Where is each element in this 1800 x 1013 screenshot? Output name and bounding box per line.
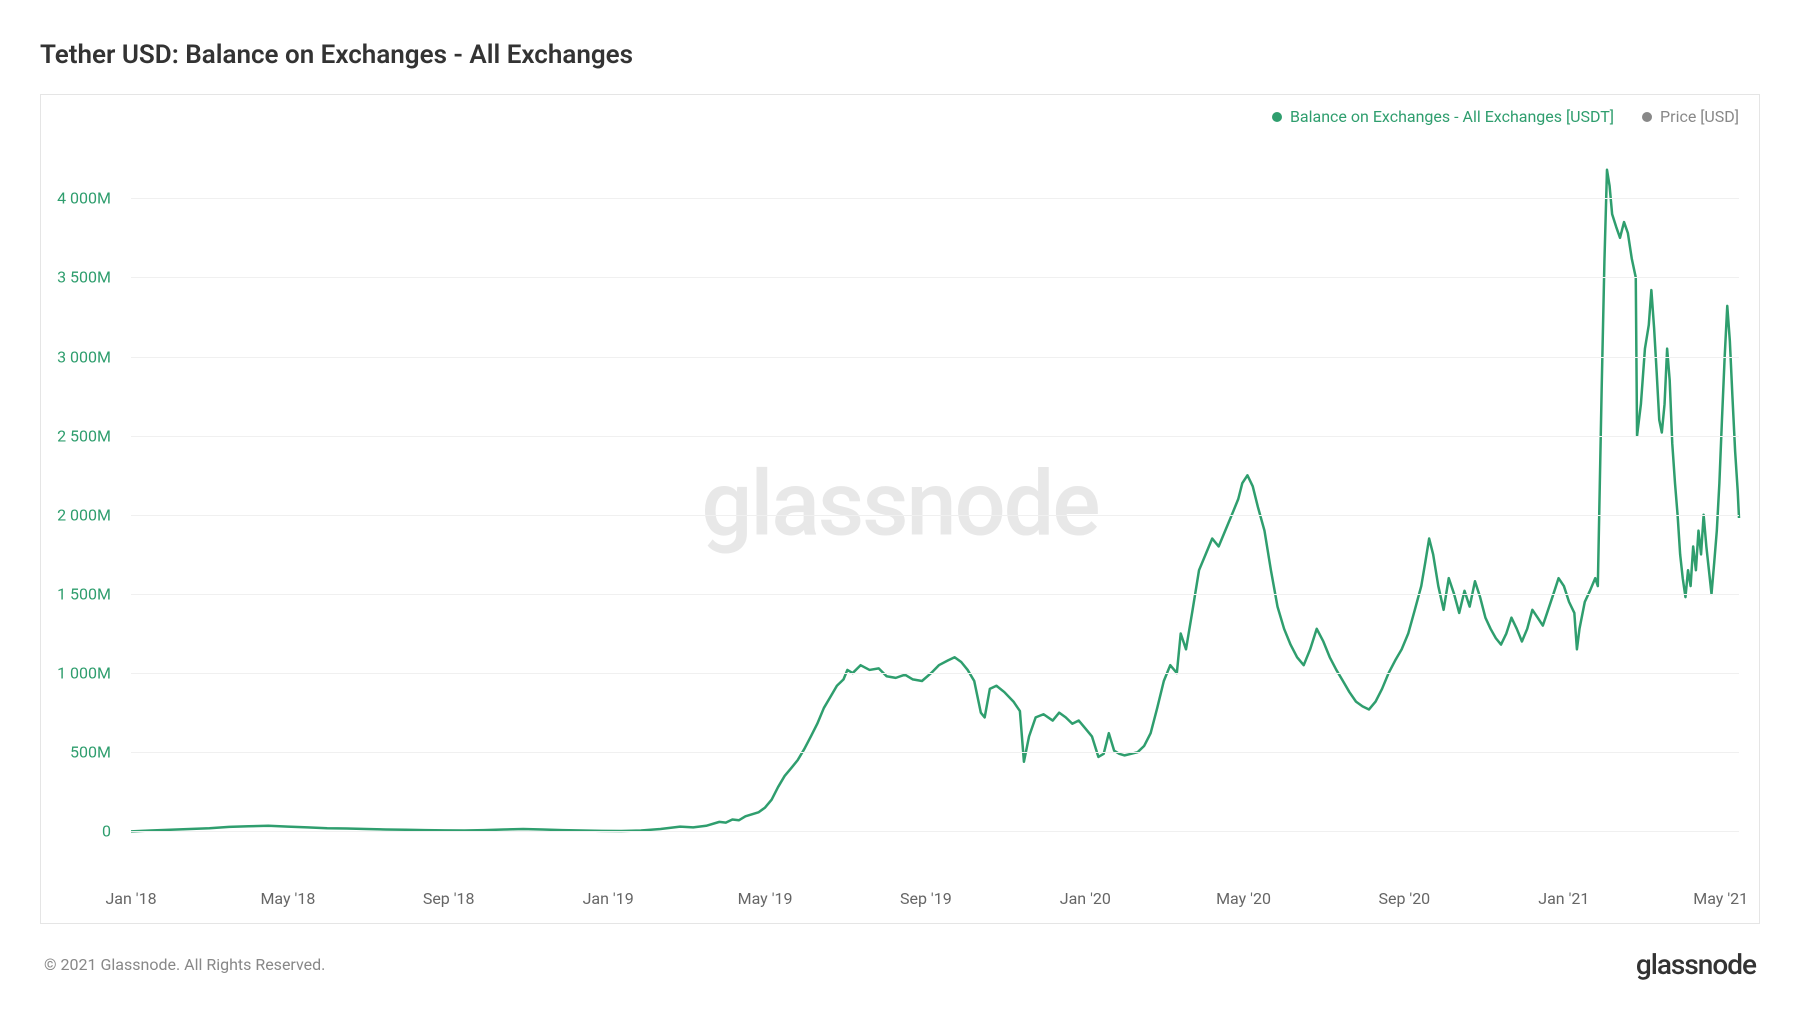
y-tick: 2 500M: [57, 426, 111, 445]
y-tick: 4 000M: [57, 189, 111, 208]
gridline: [131, 198, 1739, 199]
gridline: [131, 277, 1739, 278]
gridline: [131, 357, 1739, 358]
y-tick: 1 000M: [57, 664, 111, 683]
x-tick: Sep '20: [1378, 889, 1430, 908]
plot-area: [131, 135, 1739, 863]
gridline: [131, 515, 1739, 516]
y-tick: 2 000M: [57, 505, 111, 524]
balance-line: [131, 170, 1739, 832]
gridline: [131, 594, 1739, 595]
x-tick: Sep '18: [423, 889, 475, 908]
x-tick: May '20: [1216, 889, 1271, 908]
x-axis: Jan '18May '18Sep '18Jan '19May '19Sep '…: [131, 873, 1739, 923]
legend-item-balance[interactable]: Balance on Exchanges - All Exchanges [US…: [1272, 107, 1614, 126]
x-tick: May '21: [1693, 889, 1748, 908]
gridline: [131, 436, 1739, 437]
x-tick: May '19: [738, 889, 793, 908]
x-tick: Jan '18: [105, 889, 156, 908]
gridline: [131, 673, 1739, 674]
y-axis: 0 500M 1 000M 1 500M 2 000M 2 500M 3 000M 3 500…: [41, 135, 121, 863]
x-tick: Jan '19: [583, 889, 634, 908]
chart-title: Tether USD: Balance on Exchanges - All E…: [40, 40, 1760, 70]
gridline: [131, 752, 1739, 753]
legend-item-price[interactable]: Price [USD]: [1642, 107, 1739, 126]
footer: © 2021 Glassnode. All Rights Reserved. g…: [40, 948, 1760, 981]
copyright: © 2021 Glassnode. All Rights Reserved.: [44, 955, 325, 974]
legend-dot-2: [1642, 112, 1652, 122]
y-tick: 3 500M: [57, 268, 111, 287]
brand-logo: glassnode: [1636, 948, 1756, 981]
x-tick: Jan '21: [1538, 889, 1589, 908]
legend-label-1: Balance on Exchanges - All Exchanges [US…: [1290, 107, 1614, 126]
legend-dot-1: [1272, 112, 1282, 122]
x-tick: Sep '19: [900, 889, 952, 908]
x-tick: May '18: [260, 889, 315, 908]
line-chart-svg: [131, 135, 1739, 863]
y-tick: 500M: [70, 743, 111, 762]
legend-label-2: Price [USD]: [1660, 107, 1739, 126]
y-tick: 1 500M: [57, 584, 111, 603]
chart-container: Balance on Exchanges - All Exchanges [US…: [40, 94, 1760, 924]
x-tick: Jan '20: [1060, 889, 1111, 908]
legend: Balance on Exchanges - All Exchanges [US…: [1272, 107, 1739, 126]
gridline: [131, 831, 1739, 832]
y-tick: 3 000M: [57, 347, 111, 366]
y-tick: 0: [102, 822, 111, 841]
